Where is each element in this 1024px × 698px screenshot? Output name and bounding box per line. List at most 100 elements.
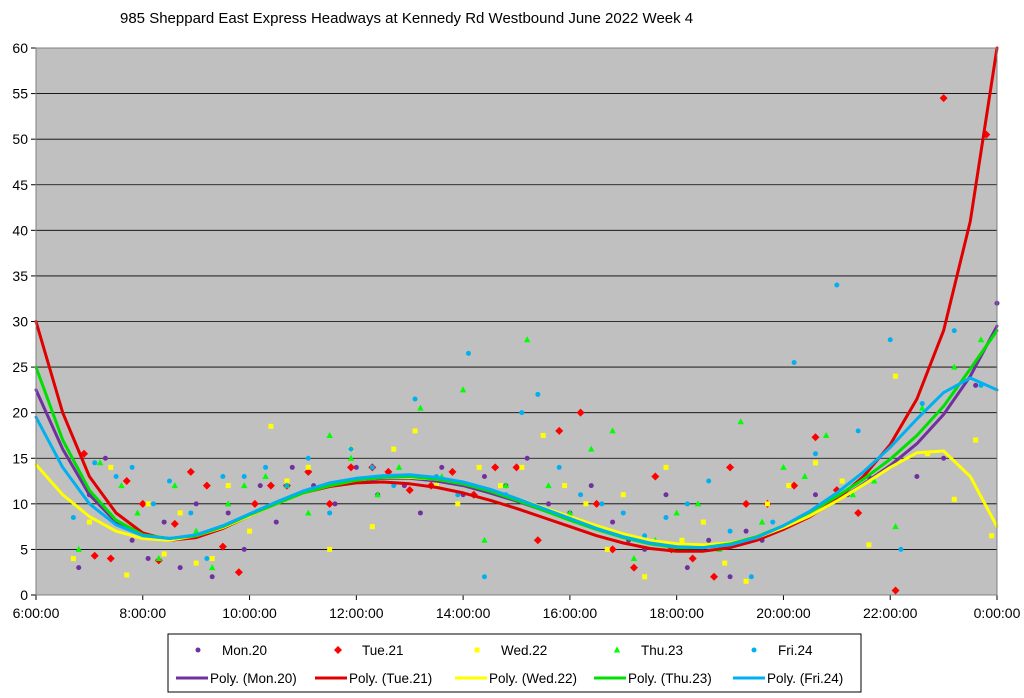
point-thu-23 <box>758 518 766 525</box>
point-wed-22 <box>583 501 589 507</box>
legend-label-poly-thu-23: Poly. (Thu.23) <box>628 671 712 686</box>
point-thu-23 <box>481 536 488 543</box>
point-mon-20 <box>914 473 920 479</box>
point-wed-22 <box>764 501 770 507</box>
point-thu-23 <box>347 454 355 461</box>
point-wed-22 <box>284 478 290 484</box>
point-tue-21 <box>854 508 863 517</box>
point-thu-23 <box>395 463 403 470</box>
point-thu-23 <box>225 500 232 507</box>
point-wed-22 <box>700 519 706 525</box>
gridlines <box>36 47 997 550</box>
x-tick-label: 12:00:00 <box>329 605 384 621</box>
legend-marker-tue-21 <box>334 646 342 654</box>
y-tick-label: 40 <box>12 222 28 238</box>
point-wed-22 <box>866 542 872 548</box>
point-wed-22 <box>433 483 439 489</box>
point-wed-22 <box>743 578 749 584</box>
y-tick-label: 0 <box>20 587 28 603</box>
legend-box <box>167 633 862 693</box>
plot-border <box>35 47 998 596</box>
point-wed-22 <box>268 423 274 429</box>
point-mon-20 <box>481 473 487 479</box>
y-tick-label: 45 <box>12 177 28 193</box>
point-wed-22 <box>893 373 899 379</box>
point-wed-22 <box>145 501 151 507</box>
point-wed-22 <box>124 572 130 578</box>
x-tick-label: 14:00:00 <box>436 605 491 621</box>
point-fri-24 <box>770 519 776 525</box>
point-mon-20 <box>209 574 215 580</box>
y-tick-label: 30 <box>12 314 28 330</box>
point-thu-23 <box>192 527 200 534</box>
point-tue-21 <box>106 554 115 563</box>
point-thu-23 <box>134 509 141 516</box>
point-thu-23 <box>694 500 702 507</box>
point-wed-22 <box>973 437 979 443</box>
point-tue-21 <box>592 499 601 508</box>
point-mon-20 <box>102 455 108 461</box>
scatter-points <box>70 94 1000 595</box>
legend-label-wed-22: Wed.22 <box>501 643 547 658</box>
point-wed-22 <box>108 464 114 470</box>
point-wed-22 <box>925 451 931 457</box>
point-wed-22 <box>562 483 568 489</box>
point-thu-23 <box>545 482 552 489</box>
point-fri-24 <box>620 510 626 516</box>
point-tue-21 <box>811 433 820 442</box>
point-fri-24 <box>748 574 754 580</box>
legend-label-poly-fri-24: Poly. (Fri.24) <box>767 671 843 686</box>
point-wed-22 <box>209 556 215 562</box>
point-wed-22 <box>497 483 503 489</box>
point-thu-23 <box>305 509 312 516</box>
point-wed-22 <box>70 556 76 562</box>
point-fri-24 <box>465 350 471 356</box>
point-fri-24 <box>92 460 98 466</box>
point-fri-24 <box>369 464 375 470</box>
point-tue-21 <box>491 463 500 472</box>
point-fri-24 <box>556 464 562 470</box>
x-tick-label: 6:00:00 <box>13 605 60 621</box>
point-tue-21 <box>122 477 131 486</box>
point-mon-20 <box>684 565 690 571</box>
point-tue-21 <box>688 554 697 563</box>
point-thu-23 <box>96 459 104 466</box>
x-tick-label: 10:00:00 <box>222 605 277 621</box>
point-thu-23 <box>801 472 808 479</box>
point-tue-21 <box>346 463 355 472</box>
point-fri-24 <box>129 464 135 470</box>
point-tue-21 <box>608 545 617 554</box>
point-wed-22 <box>161 551 167 557</box>
legend-label-poly-mon-20: Poly. (Mon.20) <box>210 671 297 686</box>
point-fri-24 <box>898 546 904 552</box>
point-fri-24 <box>727 528 733 534</box>
legend: Mon.20 Tue.21 Wed.22 Thu.23 Fri.24 Poly. (Mon… <box>167 633 862 693</box>
point-mon-20 <box>973 382 979 388</box>
point-tue-21 <box>90 551 99 560</box>
point-tue-21 <box>710 572 719 581</box>
point-mon-20 <box>727 574 733 580</box>
point-tue-21 <box>202 481 211 490</box>
point-tue-21 <box>234 568 243 577</box>
point-wed-22 <box>663 464 669 470</box>
point-tue-21 <box>186 467 195 476</box>
point-mon-20 <box>588 483 594 489</box>
point-thu-23 <box>822 431 830 438</box>
point-tue-21 <box>266 481 275 490</box>
point-thu-23 <box>892 523 899 530</box>
point-tue-21 <box>170 519 179 528</box>
point-fri-24 <box>812 451 818 457</box>
point-fri-24 <box>535 391 541 397</box>
legend-label-poly-wed-22: Poly. (Wed.22) <box>489 671 577 686</box>
point-tue-21 <box>576 408 585 417</box>
point-wed-22 <box>86 519 92 525</box>
point-wed-22 <box>722 560 728 566</box>
trendline-poly-fri-24 <box>34 376 999 550</box>
point-wed-22 <box>225 483 231 489</box>
point-fri-24 <box>599 501 605 507</box>
y-tick-label: 60 <box>12 40 28 56</box>
point-tue-21 <box>742 499 751 508</box>
point-wed-22 <box>391 446 397 452</box>
point-thu-23 <box>326 431 333 438</box>
